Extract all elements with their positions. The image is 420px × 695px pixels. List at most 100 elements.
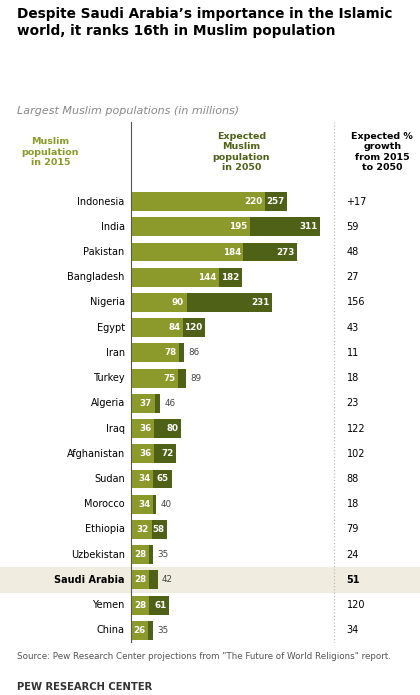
Bar	[132, 268, 242, 287]
Text: 311: 311	[299, 222, 318, 231]
Text: Afghanistan: Afghanistan	[66, 449, 125, 459]
Bar	[132, 571, 158, 589]
Bar	[132, 268, 219, 287]
Text: 75: 75	[163, 374, 175, 383]
Text: 89: 89	[190, 374, 201, 383]
Bar	[132, 243, 244, 261]
Text: 28: 28	[134, 550, 147, 559]
Text: 84: 84	[168, 323, 181, 332]
Text: 18: 18	[346, 373, 359, 383]
Bar	[132, 343, 179, 362]
Text: 72: 72	[161, 449, 173, 458]
Bar	[132, 293, 186, 312]
Text: Source: Pew Research Center projections from "The Future of World Religions" rep: Source: Pew Research Center projections …	[17, 652, 391, 661]
Text: 273: 273	[276, 247, 294, 256]
Text: 78: 78	[165, 348, 177, 357]
Text: 120: 120	[346, 600, 365, 610]
Text: 23: 23	[346, 398, 359, 409]
Text: Indonesia: Indonesia	[77, 197, 125, 206]
Text: Despite Saudi Arabia’s importance in the Islamic
world, it ranks 16th in Muslim : Despite Saudi Arabia’s importance in the…	[17, 7, 392, 38]
Bar	[132, 394, 155, 413]
Bar	[132, 343, 184, 362]
Bar	[132, 495, 153, 514]
Text: Uzbekistan: Uzbekistan	[71, 550, 125, 559]
Text: 144: 144	[198, 272, 217, 281]
Text: 34: 34	[138, 475, 150, 484]
Text: Egypt: Egypt	[97, 322, 125, 333]
Text: Expected %
growth
from 2015
to 2050: Expected % growth from 2015 to 2050	[351, 132, 413, 172]
Text: 65: 65	[157, 475, 169, 484]
Text: Turkey: Turkey	[93, 373, 125, 383]
Text: 182: 182	[221, 272, 240, 281]
Text: 28: 28	[134, 575, 147, 584]
Text: Nigeria: Nigeria	[90, 297, 125, 307]
Bar	[132, 192, 287, 211]
Bar	[132, 368, 186, 388]
Text: 27: 27	[346, 272, 359, 282]
Bar	[132, 495, 157, 514]
Text: +17: +17	[346, 197, 367, 206]
Text: 24: 24	[346, 550, 359, 559]
Text: 122: 122	[346, 423, 365, 434]
Text: 220: 220	[244, 197, 262, 206]
Text: 80: 80	[166, 424, 178, 433]
Text: 37: 37	[140, 399, 152, 408]
Text: 35: 35	[158, 550, 169, 559]
Text: 43: 43	[346, 322, 359, 333]
Text: 102: 102	[346, 449, 365, 459]
Bar	[132, 192, 265, 211]
Text: China: China	[97, 626, 125, 635]
Text: 40: 40	[161, 500, 172, 509]
Bar	[132, 218, 250, 236]
Bar	[132, 621, 148, 639]
Text: Bangladesh: Bangladesh	[67, 272, 125, 282]
Text: 59: 59	[346, 222, 359, 232]
Text: 195: 195	[229, 222, 247, 231]
Bar	[132, 470, 153, 489]
Text: 32: 32	[137, 525, 149, 534]
Text: 34: 34	[346, 626, 359, 635]
Bar	[132, 218, 320, 236]
Text: 58: 58	[153, 525, 165, 534]
Bar	[132, 596, 149, 614]
Text: 120: 120	[184, 323, 202, 332]
Bar	[132, 419, 154, 438]
Text: 35: 35	[158, 626, 169, 635]
Text: 231: 231	[251, 298, 269, 307]
Text: 90: 90	[172, 298, 184, 307]
Text: Sudan: Sudan	[94, 474, 125, 484]
Text: 26: 26	[133, 626, 145, 635]
Bar	[132, 444, 154, 463]
Text: 34: 34	[138, 500, 150, 509]
Text: Yemen: Yemen	[92, 600, 125, 610]
Text: Iran: Iran	[105, 348, 125, 358]
Text: 156: 156	[346, 297, 365, 307]
Text: Saudi Arabia: Saudi Arabia	[54, 575, 125, 584]
Text: Morocco: Morocco	[84, 499, 125, 509]
Text: Largest Muslim populations (in millions): Largest Muslim populations (in millions)	[17, 106, 239, 116]
Bar	[132, 571, 149, 589]
Text: Iraq: Iraq	[106, 423, 125, 434]
Text: PEW RESEARCH CENTER: PEW RESEARCH CENTER	[17, 682, 152, 692]
Bar	[132, 520, 167, 539]
Text: 42: 42	[162, 575, 173, 584]
Text: Muslim
population
in 2015: Muslim population in 2015	[22, 137, 79, 167]
Text: Ethiopia: Ethiopia	[85, 525, 125, 534]
Bar	[132, 368, 178, 388]
Bar	[132, 596, 169, 614]
Bar	[132, 318, 205, 337]
Text: Expected
Muslim
population
in 2050: Expected Muslim population in 2050	[213, 132, 270, 172]
Bar	[132, 444, 176, 463]
Bar	[132, 394, 160, 413]
Text: 88: 88	[346, 474, 359, 484]
Text: 46: 46	[164, 399, 175, 408]
Text: 79: 79	[346, 525, 359, 534]
Bar	[132, 545, 149, 564]
Bar	[132, 520, 152, 539]
Text: 257: 257	[267, 197, 285, 206]
Text: 86: 86	[189, 348, 200, 357]
Text: 18: 18	[346, 499, 359, 509]
Text: 51: 51	[346, 575, 360, 584]
Bar	[132, 470, 171, 489]
Bar	[0, 566, 420, 593]
